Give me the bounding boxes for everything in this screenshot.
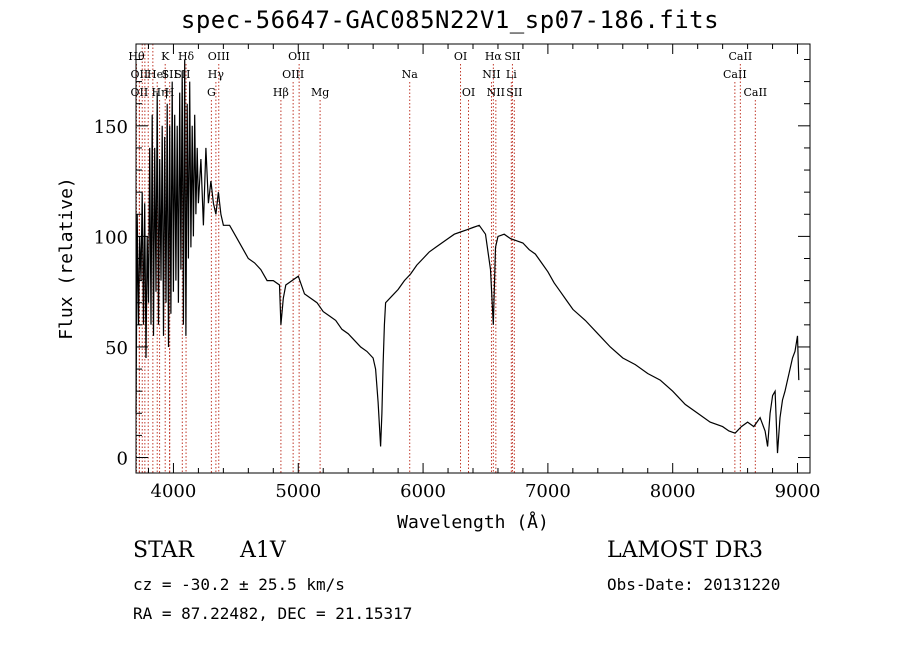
y-tick-label: 150 — [94, 117, 128, 138]
spectral-line-label: OIII — [208, 50, 230, 63]
spectral-line-label: SII — [504, 50, 520, 63]
spectral-line-label: Hβ — [273, 86, 289, 99]
ra-dec: RA = 87.22482, DEC = 21.15317 — [133, 604, 413, 623]
y-tick-label: 0 — [117, 449, 128, 470]
spectral-line-label: Hα — [485, 50, 503, 63]
spectral-line-label: Mg — [311, 86, 329, 99]
spectral-line-label: SII — [162, 68, 178, 81]
chart-title: spec-56647-GAC085N22V1_sp07-186.fits — [180, 6, 720, 34]
spectral-line-label: SII — [506, 86, 522, 99]
spectral-line-label: OIII — [288, 50, 310, 63]
spectral-line-label: Na — [402, 68, 419, 81]
spectral-line-label: Hη — [151, 86, 167, 99]
spectral-line-label: NII — [482, 68, 500, 81]
obs-date: Obs-Date: 20131220 — [607, 575, 781, 594]
spectral-line-label: CaII — [743, 86, 767, 99]
spectral-line-label: Hθ — [128, 50, 145, 63]
x-tick-label: 4000 — [151, 481, 197, 502]
object-class: STAR — [133, 538, 194, 563]
y-axis-label: Flux (relative) — [56, 177, 77, 340]
y-tick-label: 50 — [105, 338, 128, 359]
spectrum-line — [135, 59, 800, 454]
x-tick-label: 8000 — [650, 481, 696, 502]
spectral-line-label: CaII — [723, 68, 747, 81]
spectral-line-label: Hγ — [208, 68, 225, 81]
spectral-line-label: CaII — [729, 50, 753, 63]
plot-frame — [135, 43, 811, 474]
spectral-line-label: Li — [506, 68, 517, 81]
survey-name: LAMOST DR3 — [607, 538, 763, 563]
x-tick-label: 6000 — [400, 481, 446, 502]
spectral-line-label: K — [161, 50, 170, 63]
x-tick-label: 5000 — [275, 481, 321, 502]
axis-ticks: 4000 5000 6000 7000 8000 9000 0 50 100 150 — [94, 44, 821, 502]
line-markers — [135, 44, 756, 473]
spectral-line-label: OII — [131, 68, 149, 81]
spectral-line-label: OIII — [282, 68, 304, 81]
x-tick-label: 7000 — [525, 481, 571, 502]
spectral-line-label: H — [165, 86, 175, 99]
spectral-line-label: HeI — [147, 68, 167, 81]
spectral-line-label: Hδ — [178, 50, 195, 63]
y-tick-label: 100 — [94, 227, 128, 248]
x-axis-label: Wavelength (Å) — [397, 511, 549, 533]
spectral-line-label: OII — [131, 86, 149, 99]
spectral-line-label: G — [207, 86, 216, 99]
line-labels: HθOIIOIIHeIHηKHSIIHδSIIGHγOIIIHβOIIIOIII… — [128, 50, 767, 99]
spectral-line-label: OI — [454, 50, 467, 63]
x-tick-label: 9000 — [775, 481, 821, 502]
spectral-line-label: NII — [487, 86, 505, 99]
redshift-cz: cz = -30.2 ± 25.5 km/s — [133, 575, 345, 594]
spectral-line-label: OI — [462, 86, 475, 99]
object-subclass: A1V — [240, 538, 286, 563]
